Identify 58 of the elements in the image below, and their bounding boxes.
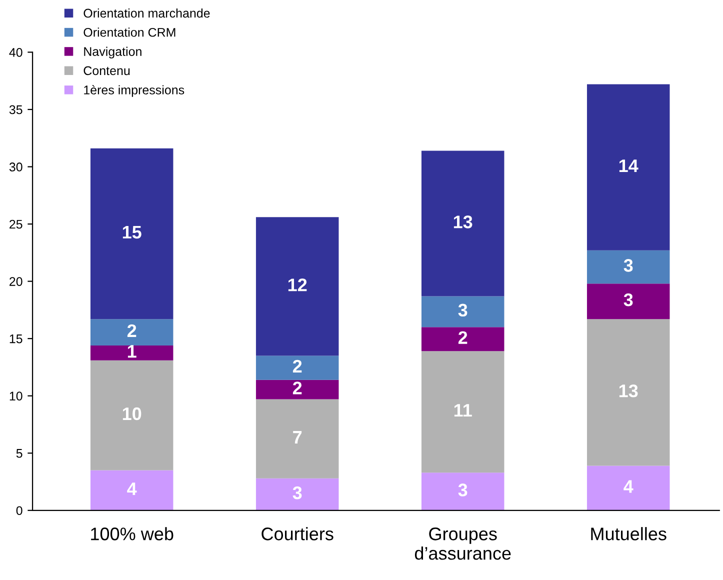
x-tick-label: 100% web <box>91 527 174 540</box>
y-tick-label: 25 <box>10 220 22 229</box>
bar <box>256 399 339 478</box>
data-label: 11 <box>454 404 472 417</box>
bar <box>256 478 339 510</box>
data-label: 7 <box>293 431 302 444</box>
bar <box>256 217 339 356</box>
data-label: 15 <box>122 226 142 239</box>
legend-label: Orientation CRM <box>84 28 176 37</box>
data-label: 4 <box>127 482 137 496</box>
bar <box>421 327 504 352</box>
data-label: 3 <box>624 259 633 272</box>
data-label: 3 <box>458 484 468 496</box>
bar <box>586 84 670 250</box>
bar <box>421 472 504 510</box>
bar <box>586 319 670 466</box>
bar <box>586 466 670 510</box>
y-tick-label: 40 <box>9 48 22 57</box>
x-tick-label: Courtiers <box>262 527 334 540</box>
data-label: 1 <box>128 345 136 358</box>
data-label: 3 <box>624 293 633 306</box>
data-label: 2 <box>292 360 302 372</box>
bar <box>586 284 670 320</box>
data-label: 2 <box>458 331 468 344</box>
data-label: 4 <box>624 480 634 493</box>
bar <box>421 150 504 296</box>
data-label: 3 <box>292 486 302 500</box>
bar <box>90 360 174 470</box>
bar <box>90 148 174 320</box>
data-label: 10 <box>122 407 142 420</box>
bar <box>90 470 174 510</box>
legend-label: Orientation marchande <box>84 8 210 18</box>
data-label: 12 <box>288 278 307 292</box>
data-label: 2 <box>292 382 302 394</box>
bar <box>421 351 504 473</box>
y-tick-label: 30 <box>9 162 22 172</box>
x-tick-label: Mutuelles <box>591 527 666 540</box>
bar <box>256 356 339 380</box>
legend-label: 1ères impressions <box>84 85 184 97</box>
legend-label: Navigation <box>84 46 142 58</box>
data-label: 14 <box>619 160 638 172</box>
y-tick-label: 15 <box>10 334 22 344</box>
bar <box>421 296 504 328</box>
y-tick-label: 5 <box>16 449 22 458</box>
y-tick-label: 10 <box>10 392 22 400</box>
data-label: 13 <box>454 216 472 228</box>
y-tick-label: 20 <box>10 277 22 286</box>
data-label: 2 <box>127 324 136 337</box>
bar <box>256 380 339 400</box>
bar <box>90 345 174 360</box>
bar <box>90 319 174 346</box>
y-tick-label: 35 <box>9 105 22 114</box>
x-tick-label: Groupes d’assurance <box>414 528 511 560</box>
y-tick-label: 0 <box>16 506 22 516</box>
bar <box>586 250 670 284</box>
legend-label: Contenu <box>84 66 130 76</box>
data-label: 13 <box>619 384 638 398</box>
data-label: 3 <box>458 304 468 317</box>
